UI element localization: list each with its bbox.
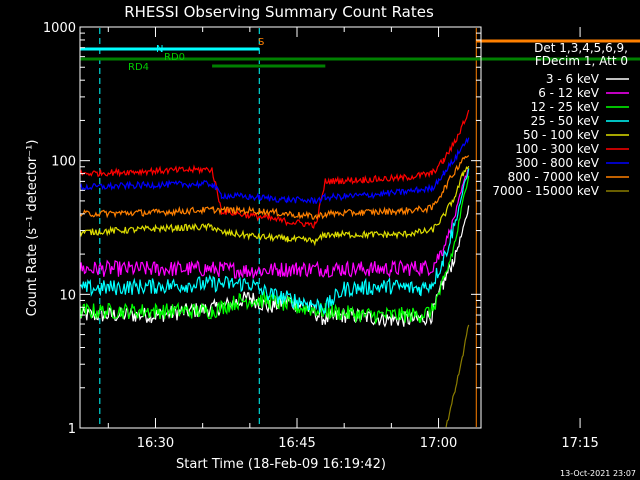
series-line-2 — [80, 175, 470, 325]
series-line-3 — [80, 168, 470, 315]
chart-title: RHESSI Observing Summary Count Rates — [124, 3, 434, 21]
legend-label-2: 12 - 25 keV — [531, 100, 600, 114]
series-line-7 — [80, 155, 470, 221]
plot-frame — [79, 26, 482, 429]
series-line-8 — [445, 324, 470, 428]
legend-header-line-1: FDecim 1, Att 0 — [535, 54, 628, 68]
y-tick-label-3: 1000 — [43, 21, 76, 36]
state-label-n: N — [156, 44, 163, 55]
state-label-rd0: RD0 — [164, 52, 185, 63]
legend-header-line-0: Det 1,3,4,5,6,9, — [534, 41, 628, 55]
legend-label-8: 7000 - 15000 keV — [492, 184, 599, 198]
x-axis-label: Start Time (18-Feb-09 16:19:42) — [176, 457, 386, 472]
footer-timestamp: 13-Oct-2021 23:07 — [560, 469, 636, 478]
legend: Det 1,3,4,5,6,9,FDecim 1, Att 0 3 - 6 keV… — [492, 41, 629, 198]
legend-label-5: 100 - 300 keV — [515, 142, 599, 156]
legend-label-3: 25 - 50 keV — [531, 114, 600, 128]
y-tick-label-0: 1 — [68, 422, 76, 437]
series-line-5 — [80, 109, 470, 229]
series-line-1 — [80, 168, 470, 279]
legend-label-0: 3 - 6 keV — [546, 72, 600, 86]
state-label-rd4: RD4 — [128, 62, 149, 73]
y-tick-label-1: 10 — [59, 288, 76, 303]
state-label-s: S — [258, 37, 264, 48]
x-tick-label-3: 17:15 — [561, 436, 598, 451]
x-tick-label-0: 16:30 — [137, 436, 174, 451]
series-line-6 — [80, 137, 470, 204]
x-tick-label-1: 16:45 — [278, 436, 315, 451]
legend-label-1: 6 - 12 keV — [538, 86, 600, 100]
plot-area: SNRD0RD4110100100016:3016:4517:0017:1517… — [43, 21, 640, 451]
x-tick-label-2: 17:00 — [420, 436, 457, 451]
legend-label-6: 300 - 800 keV — [515, 156, 599, 170]
y-axis-label: Count Rate (s⁻¹ detector⁻¹) — [25, 140, 40, 317]
y-tick-label-2: 100 — [51, 155, 76, 170]
legend-label-4: 50 - 100 keV — [523, 128, 600, 142]
legend-label-7: 800 - 7000 keV — [508, 170, 600, 184]
series-line-4 — [80, 165, 470, 247]
